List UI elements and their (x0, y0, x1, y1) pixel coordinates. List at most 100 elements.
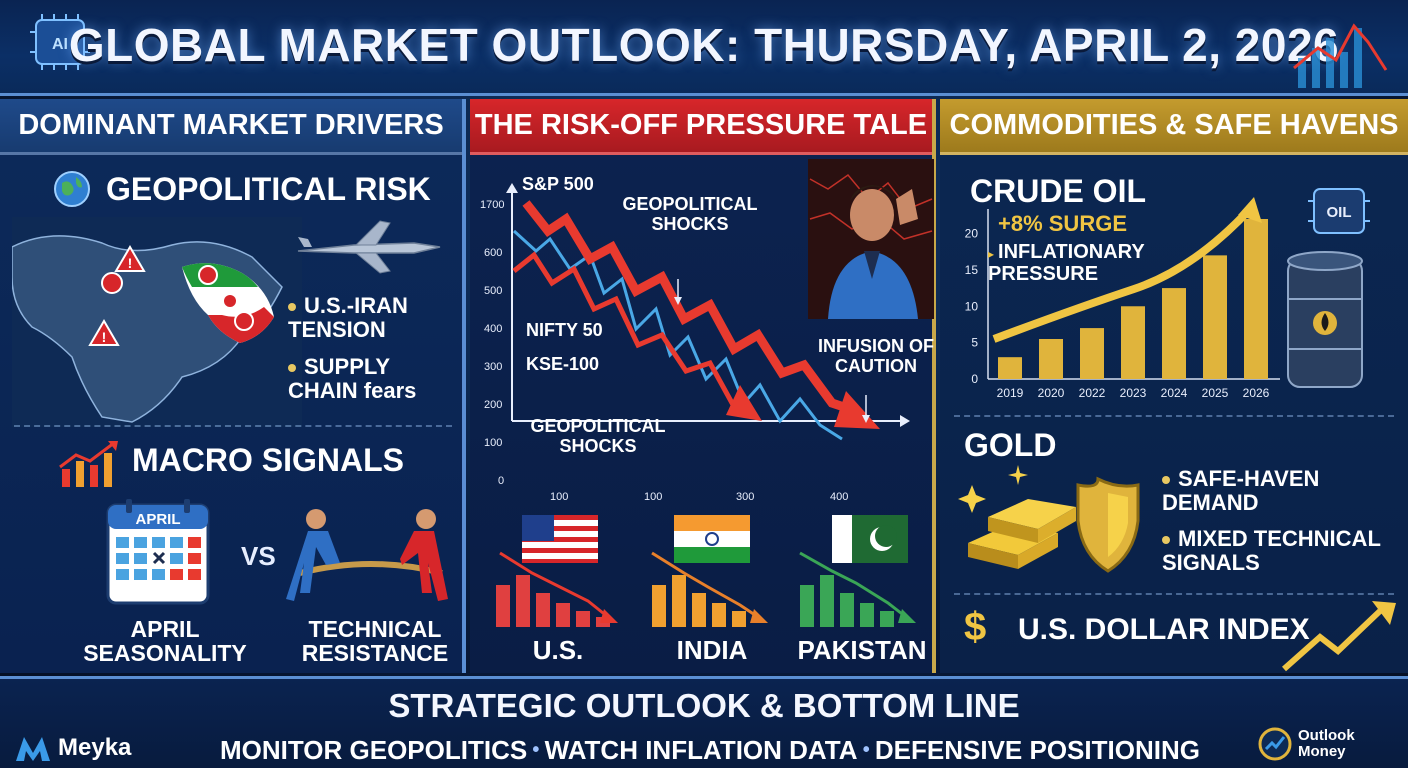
geo-risk-title: GEOPOLITICAL RISK (106, 171, 431, 207)
svg-text:!: ! (102, 329, 107, 345)
svg-text:!: ! (128, 255, 133, 271)
gold-bullet-2: MIXED TECHNICAL SIGNALS (1162, 526, 1392, 575)
geo-bullet-2: SUPPLY CHAIN fears (288, 354, 458, 404)
bullet-icon (1162, 536, 1170, 545)
footer-separator: • (532, 739, 540, 761)
x-tick: 400 (830, 491, 849, 503)
country-pakistan-label: PAKISTAN (797, 635, 927, 665)
shock-annotation-1: GEOPOLITICAL SHOCKS (622, 194, 758, 234)
oil-barrel-icon (1287, 251, 1363, 388)
stressed-trader-image (808, 159, 934, 319)
drone-icon (297, 220, 441, 274)
oil-y-tick: 15 (965, 263, 979, 277)
bullet-icon (288, 303, 296, 312)
shock-annotation-2: GEOPOLITICAL SHOCKS (530, 416, 666, 456)
bullet-icon (1162, 476, 1170, 485)
y-tick: 100 (484, 437, 503, 449)
meyka-brand-text: Meyka (58, 734, 132, 761)
drivers-heading: DOMINANT MARKET DRIVERS (0, 99, 462, 155)
oil-bar-chart: 0 5 10 15 20 2019 2020 2022 2023 2024 2025 2026 (965, 197, 1280, 400)
x-tick: 100 (550, 491, 569, 503)
calendar-icon: APRIL (106, 499, 210, 605)
caution-annotation: INFUSION OF CAUTION (818, 336, 934, 376)
technical-resistance-label: TECHNICAL RESISTANCE (301, 616, 449, 667)
footer-item-defensive: DEFENSIVE POSITIONING (874, 735, 1200, 765)
gold-bars-shield-icon (958, 465, 1140, 573)
footer: STRATEGIC OUTLOOK & BOTTOM LINE Meyka MO… (0, 676, 1408, 768)
oil-bar-2026 (1244, 219, 1268, 379)
bullet-icon (288, 364, 296, 373)
ai-chip-icon: AI (30, 14, 90, 70)
oil-x-tick: 2019 (997, 386, 1024, 400)
section-divider (14, 425, 452, 427)
drivers-column: DOMINANT MARKET DRIVERS GEOPOLITICAL RIS… (0, 99, 466, 673)
risk-off-heading: THE RISK-OFF PRESSURE TALE (470, 99, 932, 155)
pakistan-flag-bars (799, 515, 916, 627)
outlook-money-text: Outlook Money (1298, 728, 1355, 760)
dollar-trend-arrow (1282, 601, 1396, 672)
svg-text:APRIL: APRIL (136, 511, 181, 528)
sp-500-line (522, 200, 858, 416)
oil-surge-label: +8% SURGE (998, 211, 1127, 236)
oil-bar-2019 (998, 357, 1022, 379)
vs-label: VS (241, 541, 276, 571)
oil-x-tick: 2026 (1243, 386, 1270, 400)
tug-of-war-icon (286, 509, 448, 601)
x-tick: 100 (644, 491, 663, 503)
y-tick: 300 (484, 361, 503, 373)
dollar-index-title: U.S. DOLLAR INDEX (1018, 613, 1310, 646)
y-tick: 400 (484, 323, 503, 335)
oil-y-tick: 5 (971, 336, 978, 350)
kse100-label: KSE-100 (526, 354, 600, 374)
page-title: GLOBAL MARKET OUTLOOK: THURSDAY, APRIL 2… (68, 19, 1340, 71)
outlook-money-line2: Money (1298, 743, 1346, 760)
geo-bullet-2-text: SUPPLY CHAIN fears (288, 354, 417, 404)
commodities-column: COMMODITIES & SAFE HAVENS CRUDE OIL 0 5 10… (940, 99, 1408, 673)
oil-y-ticks-group: 0 5 10 15 20 (965, 227, 979, 386)
oil-note-text: INFLATIONARY PRESSURE (988, 241, 1145, 285)
oil-bar-2023 (1121, 306, 1145, 379)
oil-bar-2020 (1039, 339, 1063, 379)
svg-text:AI: AI (52, 36, 68, 53)
oil-bars-group (998, 219, 1268, 379)
meyka-brand[interactable]: Meyka (14, 733, 131, 763)
globe-icon (54, 171, 90, 207)
middle-east-map: ! ! (12, 217, 302, 427)
oil-note: ▸ INFLATIONARY PRESSURE (988, 241, 1158, 285)
y-tick: 200 (484, 399, 503, 411)
oil-bar-2025 (1203, 255, 1227, 379)
y-tick: 1700 (480, 199, 505, 211)
oil-bar-2022 (1080, 328, 1104, 379)
risk-off-column: THE RISK-OFF PRESSURE TALE (470, 99, 936, 673)
meyka-logo-icon (16, 737, 50, 761)
svg-text:OIL: OIL (1327, 204, 1352, 221)
gold-bullet-1: SAFE-HAVEN DEMAND (1162, 466, 1382, 515)
oil-x-ticks-group: 2019 2020 2022 2023 2024 2025 2026 (997, 386, 1270, 400)
x-tick: 300 (736, 491, 755, 503)
footer-title: STRATEGIC OUTLOOK & BOTTOM LINE (388, 687, 1020, 724)
geo-bullet-1: U.S.-IRAN TENSION (288, 293, 462, 343)
header: AI GLOBAL MARKET OUTLOOK: THURSDAY, APRI… (0, 0, 1408, 96)
oil-x-tick: 2022 (1079, 386, 1106, 400)
oil-y-tick: 10 (965, 299, 979, 313)
commodities-heading: COMMODITIES & SAFE HAVENS (940, 99, 1408, 155)
india-flag-bars (651, 515, 768, 627)
footer-items: MONITOR GEOPOLITICS • WATCH INFLATION DA… (220, 735, 1200, 766)
macro-signals-title: MACRO SIGNALS (132, 442, 404, 478)
oil-x-tick: 2025 (1202, 386, 1229, 400)
oil-x-tick: 2024 (1161, 386, 1188, 400)
nifty-50-line (512, 251, 749, 406)
country-us-label: U.S. (532, 635, 584, 665)
nifty50-label: NIFTY 50 (526, 320, 603, 340)
us-flag-bars (496, 515, 618, 627)
outlook-money-line1: Outlook (1298, 727, 1355, 745)
oil-x-tick: 2023 (1120, 386, 1147, 400)
oil-chip-icon: OIL (1308, 188, 1370, 234)
crude-oil-title: CRUDE OIL (970, 173, 1146, 209)
outlook-money-brand[interactable]: Outlook Money (1258, 723, 1398, 765)
section-divider (954, 415, 1394, 417)
footer-item-inflation: WATCH INFLATION DATA (544, 735, 858, 765)
indices-line-chart (506, 183, 910, 441)
geo-bullet-1-text: U.S.-IRAN TENSION (288, 293, 408, 343)
